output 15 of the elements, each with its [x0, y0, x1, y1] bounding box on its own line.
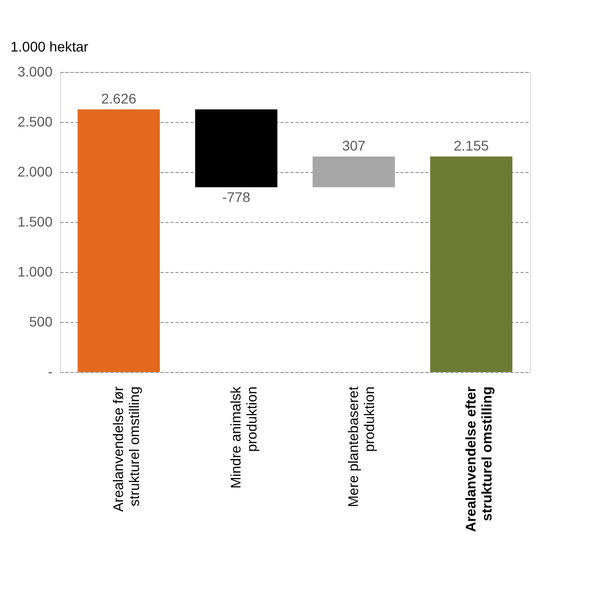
- y-tick-label: 1.500: [17, 214, 53, 230]
- x-tick-label: Mindre animalsk produktion: [227, 386, 260, 488]
- y-tick-label: 2.000: [17, 164, 53, 180]
- y-tick-label: 500: [29, 314, 53, 330]
- x-tick-label: Arealanvendelse før strukturel omstilling: [110, 386, 142, 512]
- data-label: -778: [222, 189, 250, 206]
- y-tick-label: 3.000: [17, 64, 53, 80]
- y-tick-label: 1.000: [17, 264, 53, 280]
- y-tick-label: 2.500: [17, 114, 53, 130]
- x-tick-label: Mere plantebaseret produktion: [344, 386, 377, 508]
- y-axis-title: 1.000 hektar: [10, 38, 89, 54]
- data-label: 2.626: [101, 90, 136, 106]
- data-label: 2.155: [454, 138, 489, 154]
- data-label: 307: [342, 138, 366, 154]
- y-tick-label: -: [48, 364, 53, 380]
